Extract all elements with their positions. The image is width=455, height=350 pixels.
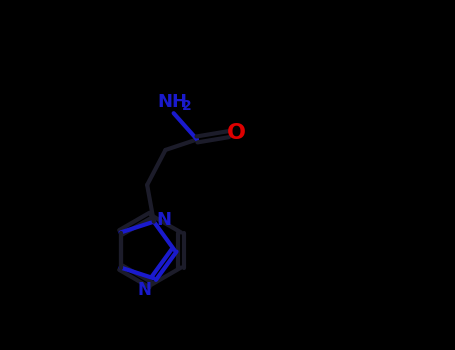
Text: NH: NH (157, 92, 187, 111)
Text: N: N (137, 281, 151, 299)
Text: N: N (157, 211, 172, 229)
Text: 2: 2 (182, 98, 191, 112)
Text: O: O (228, 122, 246, 142)
